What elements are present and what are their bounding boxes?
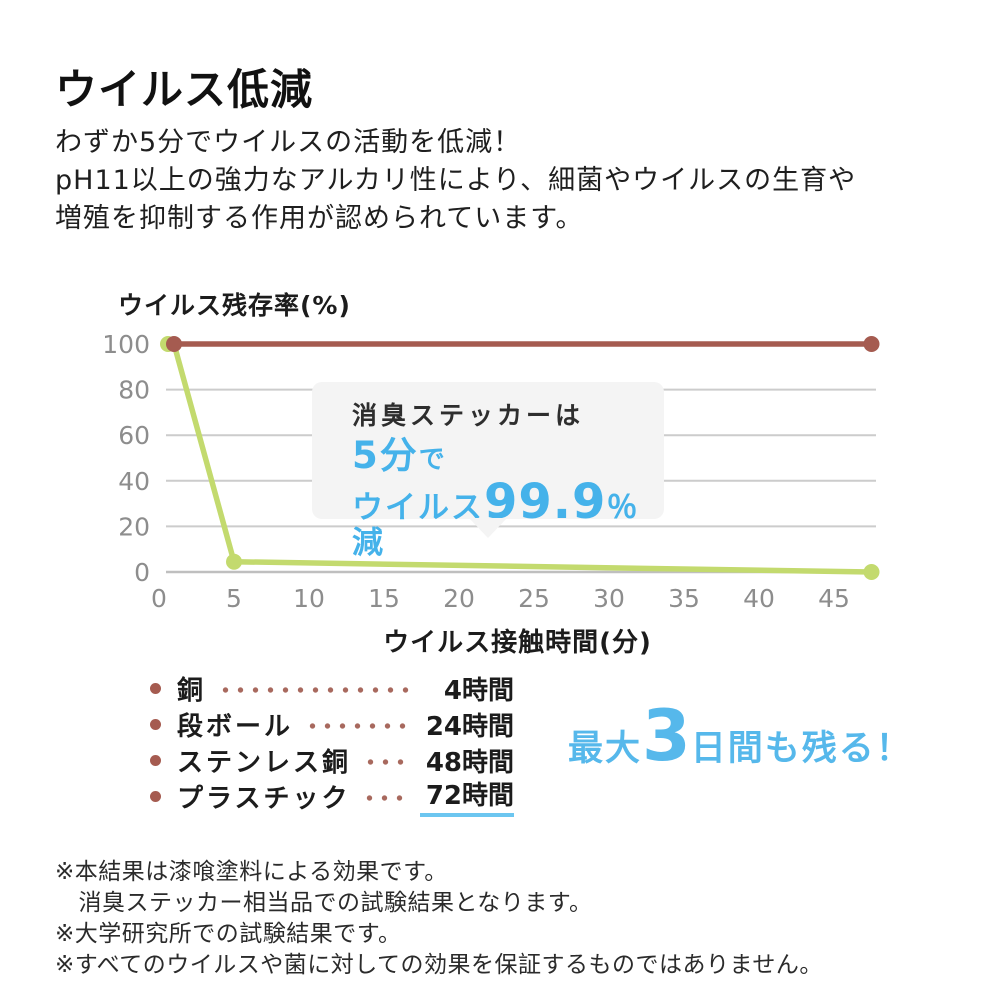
highlight-note: 最大3日間も残る！: [568, 701, 913, 771]
y-tick-label: 0: [134, 558, 150, 587]
dotted-leader: [305, 723, 410, 729]
callout-minutes-value: 5分: [352, 434, 419, 477]
x-axis-title: ウイルス接触時間(分): [383, 628, 652, 658]
legend-row: ステンレス銅 48時間: [150, 742, 514, 778]
footnotes: ※本結果は漆喰塗料による効果です。 消臭ステッカー相当品での試験結果となります。…: [55, 859, 823, 978]
y-tick-label: 40: [118, 467, 150, 496]
dotted-leader: [363, 759, 410, 765]
data-point-other-surfaces: [863, 336, 880, 352]
x-tick-label: 0: [151, 584, 167, 613]
y-axis-title: ウイルス残存率(%): [118, 291, 351, 320]
legend-row: プラスチック 72時間: [150, 775, 514, 817]
x-tick-label: 35: [668, 584, 700, 613]
y-tick-label: 80: [118, 376, 150, 405]
x-tick-label: 15: [368, 584, 400, 613]
data-point-other-surfaces: [166, 336, 182, 352]
x-tick-label: 45: [818, 584, 850, 613]
y-tick-label: 60: [118, 421, 150, 450]
legend-row: 段ボール 24時間: [150, 706, 514, 742]
legend-value: 24時間: [425, 711, 514, 742]
highlight-suffix: 日間も残る！: [690, 729, 913, 769]
legend-bullet-icon: [150, 718, 161, 730]
x-tick-label: 5: [226, 584, 242, 613]
data-point-deodorant-sticker: [863, 564, 880, 580]
x-tick-label: 20: [443, 584, 475, 613]
x-tick-label: 25: [518, 584, 550, 613]
callout-bubble: 消臭ステッカーは 5分で ウイルス99.9％減: [312, 382, 664, 559]
callout-percent: ウイルス99.9％減: [352, 476, 664, 562]
legend-row: 銅 4時間: [150, 670, 514, 706]
data-point-deodorant-sticker: [226, 553, 242, 570]
callout-pointer: [469, 518, 507, 538]
callout-virus-label: ウイルス: [352, 489, 484, 526]
legend-label: プラスチック: [177, 783, 351, 814]
y-tick-label: 100: [102, 330, 150, 359]
surface-legend: 銅 4時間 段ボール 24時間 ステンレス銅 48時間 プラスチック 72時間: [150, 670, 514, 817]
legend-value: 48時間: [425, 747, 514, 778]
callout-minutes: 5分で: [352, 434, 664, 477]
legend-bullet-icon: [150, 682, 161, 694]
dotted-leader: [218, 687, 410, 693]
legend-value: 4時間: [443, 675, 514, 706]
page-title: ウイルス低減: [55, 65, 314, 114]
x-tick-label: 30: [593, 584, 625, 613]
legend-label: 銅: [177, 675, 207, 706]
legend-bullet-icon: [150, 754, 161, 766]
legend-label: ステンレス銅: [177, 747, 352, 778]
callout-percent-suffix: ％減: [352, 489, 640, 562]
dotted-leader: [362, 795, 410, 801]
x-tick-label: 10: [293, 584, 325, 613]
legend-bullet-icon: [150, 790, 161, 802]
legend-value-underlined: 72時間: [420, 775, 514, 817]
x-tick-label: 40: [743, 584, 775, 613]
legend-label: 段ボール: [177, 711, 294, 742]
callout-minutes-particle: で: [418, 445, 445, 475]
highlight-prefix: 最大: [568, 729, 643, 769]
y-tick-label: 20: [118, 512, 150, 541]
callout-heading: 消臭ステッカーは: [352, 401, 585, 430]
intro-text: わずか5分でウイルスの活動を低減！ pH11以上の強力なアルカリ性により、細菌や…: [55, 127, 857, 234]
highlight-number: 3: [642, 695, 691, 777]
